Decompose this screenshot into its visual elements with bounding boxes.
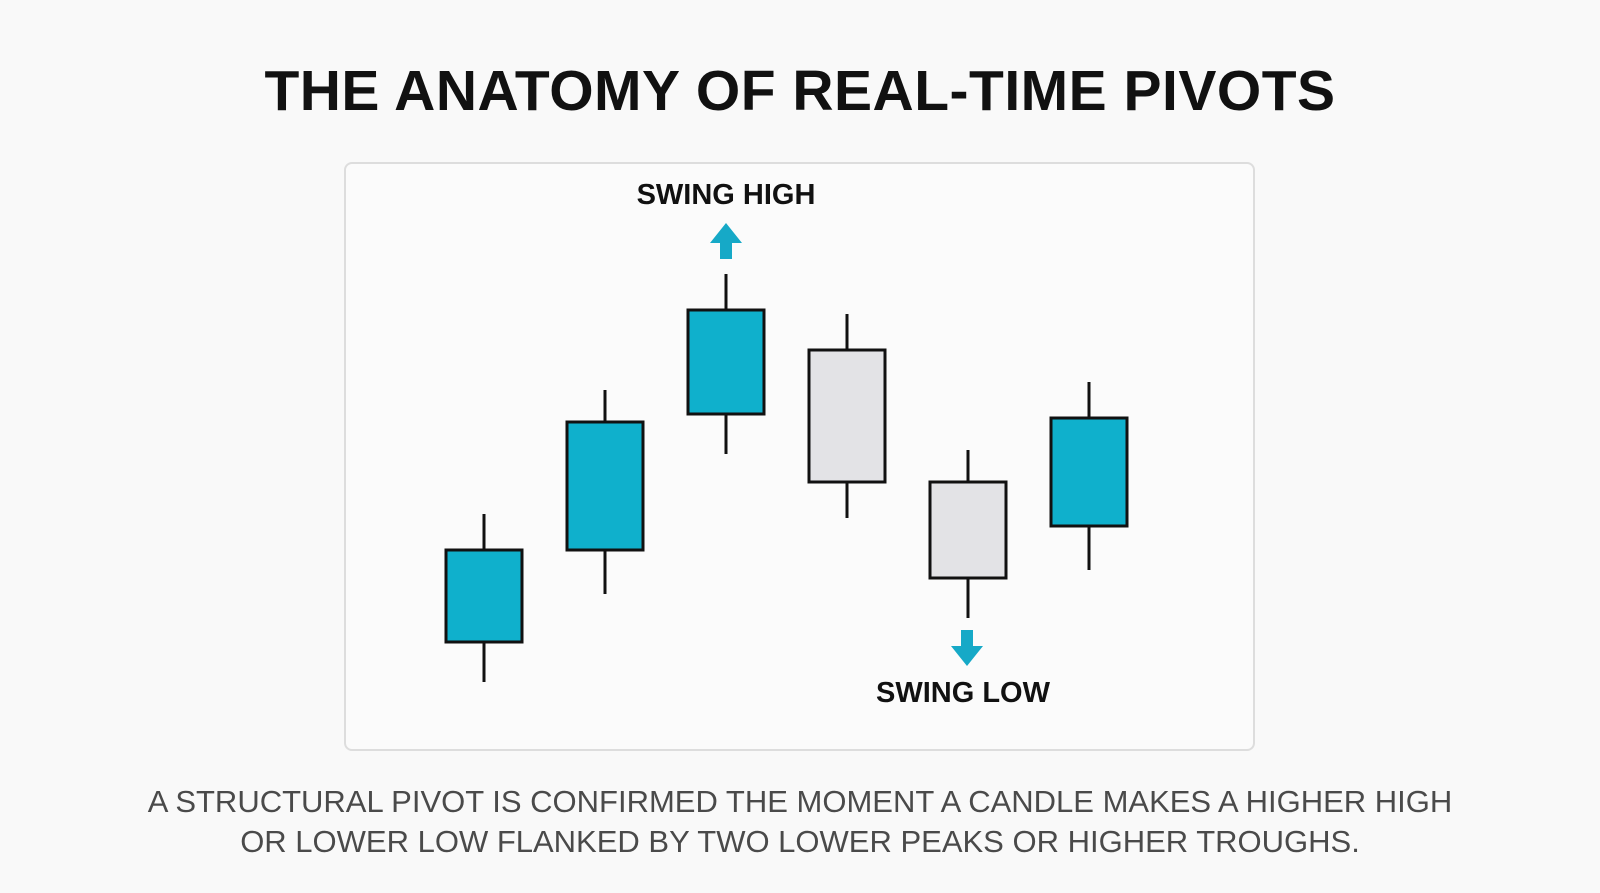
swing-high-marker: SWING HIGH [637,179,816,259]
candlestick-diagram-panel: SWING HIGH SWING LOW [344,162,1255,751]
caption-line-1: A STRUCTURAL PIVOT IS CONFIRMED THE MOME… [147,784,1453,819]
arrow-down-icon [951,630,983,666]
candle-3 [686,274,766,454]
caption: A STRUCTURAL PIVOT IS CONFIRMED THE MOME… [80,782,1520,862]
candle-4 [807,314,887,518]
candlestick-diagram: SWING HIGH SWING LOW [444,179,1129,709]
candle-body [686,308,766,416]
caption-line-2: OR LOWER LOW FLANKED BY TWO LOWER PEAKS … [240,824,1360,859]
candle-body [565,420,645,552]
candle-6 [1049,382,1129,570]
candles-group [444,274,1129,682]
arrow-up-icon [710,223,742,259]
candle-1 [444,514,524,682]
swing-low-marker: SWING LOW [876,630,1051,709]
candle-body [444,548,524,644]
candle-body [807,348,887,484]
swing-high-label: SWING HIGH [637,179,816,211]
candle-5 [928,450,1008,618]
candle-body [928,480,1008,580]
swing-low-label: SWING LOW [876,677,1051,709]
candle-body [1049,416,1129,528]
candle-2 [565,390,645,594]
page-title: THE ANATOMY OF REAL-TIME PIVOTS [264,59,1336,123]
